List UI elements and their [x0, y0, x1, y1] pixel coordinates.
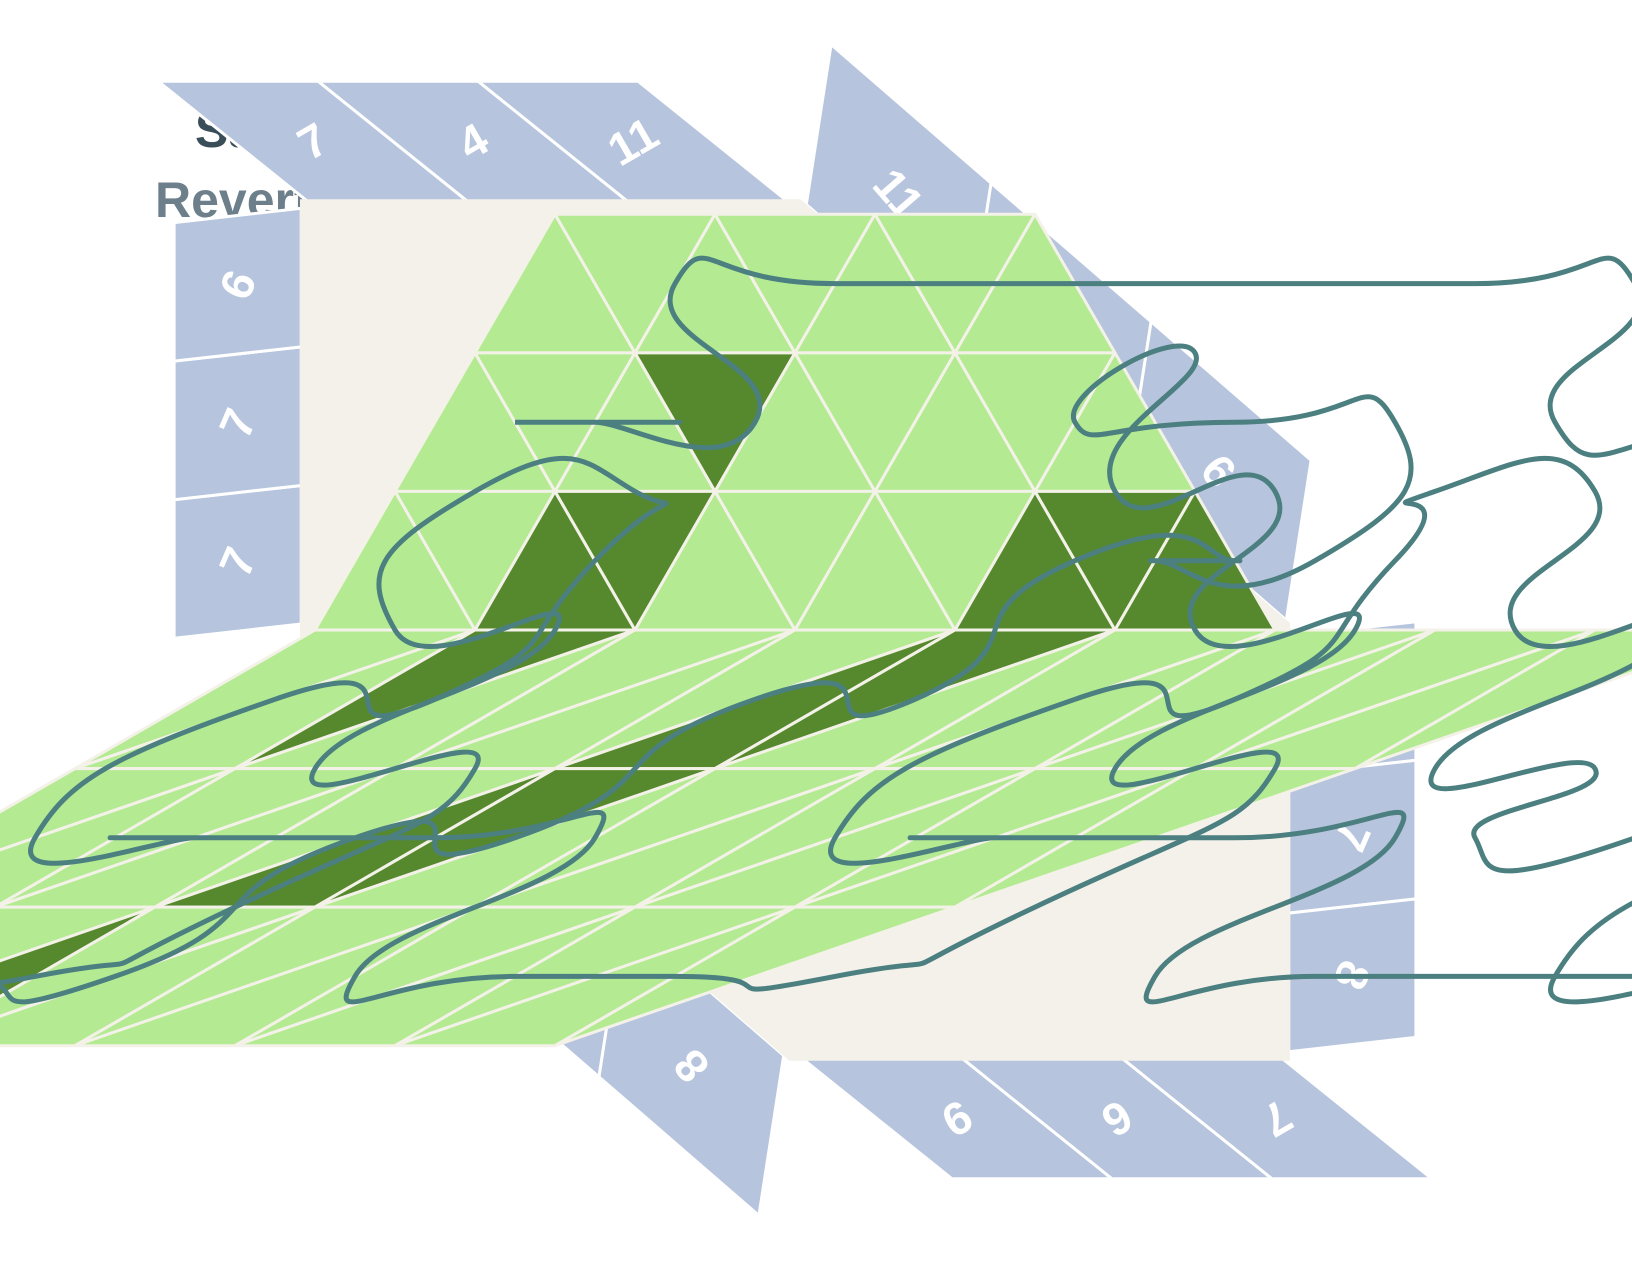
- clue-tile: 11: [473, 79, 792, 203]
- solution-path: [515, 255, 1632, 458]
- clue-tile: 7: [172, 345, 303, 502]
- clue-tile: 7: [153, 79, 472, 203]
- clue-tile: 6: [172, 206, 303, 363]
- path-layer: [0, 255, 1632, 1005]
- grid-cell[interactable]: [0, 905, 157, 1046]
- clue-tile: 7: [1287, 758, 1418, 915]
- solution-path: [828, 455, 1632, 1005]
- solution-path: [0, 343, 1414, 1005]
- clue-tile: 7: [172, 483, 303, 640]
